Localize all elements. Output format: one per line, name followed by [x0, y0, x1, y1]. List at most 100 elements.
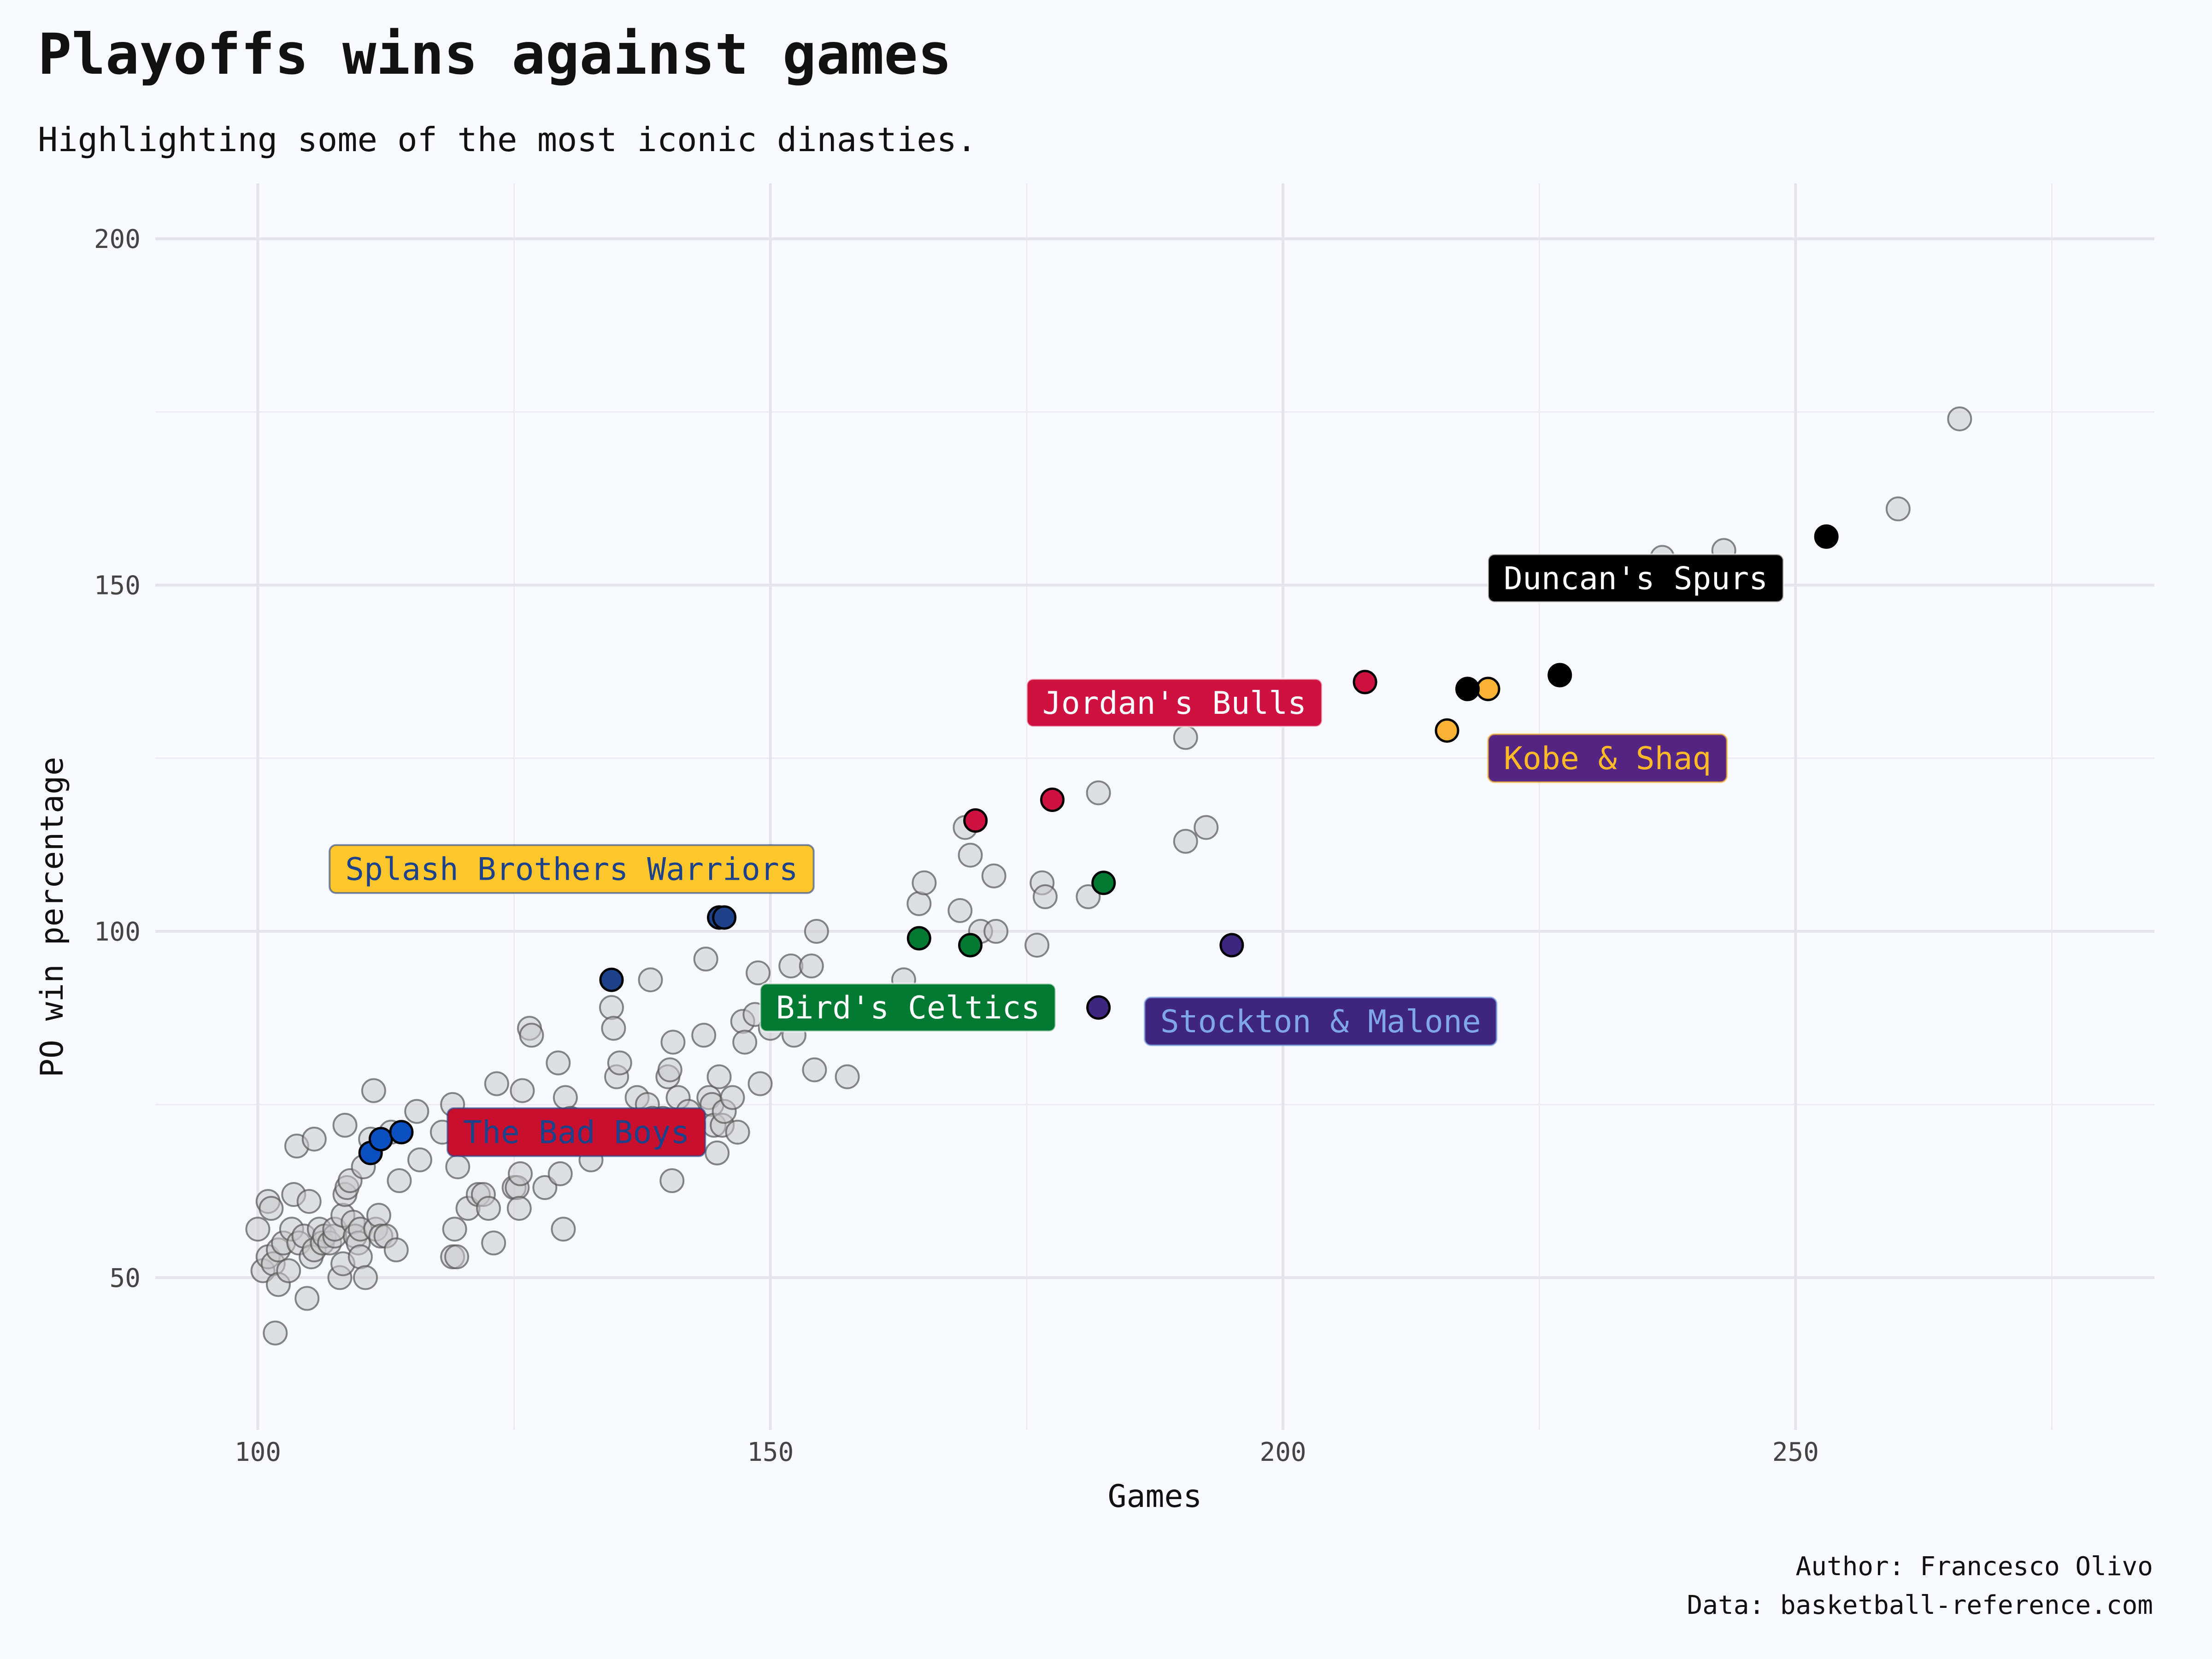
highlighted-points — [358, 524, 1839, 1165]
series-label-box — [447, 1107, 706, 1157]
y-tick-label: 200 — [94, 224, 141, 254]
series-point — [368, 1127, 393, 1152]
data-point — [659, 1168, 685, 1193]
series-labels: Splash Brothers Warriors Jordan's Bulls Bi… — [329, 553, 1785, 1157]
data-point — [332, 1112, 358, 1138]
data-point — [444, 1244, 470, 1270]
series-label: Splash Brothers Warriors — [345, 852, 798, 888]
data-point — [1173, 725, 1198, 750]
data-point — [445, 1154, 471, 1179]
data-point — [660, 1030, 686, 1055]
data-point — [476, 1196, 501, 1221]
series-label: The Bad Boys — [463, 1115, 689, 1151]
series-label-box — [759, 982, 1057, 1033]
data-point — [906, 891, 932, 916]
data-point — [799, 953, 824, 979]
data-point — [804, 919, 829, 944]
data-point — [983, 919, 1009, 944]
x-axis-label: Games — [1108, 1478, 1202, 1515]
data-point — [361, 1078, 386, 1103]
data-point — [746, 960, 771, 986]
data-point — [366, 1203, 391, 1228]
data-point — [802, 1057, 827, 1082]
data-point — [691, 1023, 717, 1048]
series-point — [958, 933, 983, 958]
data-point — [1194, 815, 1219, 840]
series-point — [1040, 787, 1065, 812]
series-point — [599, 967, 624, 992]
series-point — [1353, 670, 1377, 694]
caption-author: Author: Francesco Olivo — [1796, 1552, 2153, 1582]
data-point — [263, 1320, 288, 1346]
chart-subtitle: Highlighting some of the most iconic din… — [38, 120, 977, 159]
series-point — [1547, 663, 1572, 688]
data-point — [732, 1030, 758, 1055]
series-point — [1455, 677, 1480, 701]
series-label-box — [1487, 553, 1785, 603]
background-points — [245, 406, 1972, 1346]
x-tick-label: 200 — [1259, 1437, 1306, 1467]
x-tick-label: 250 — [1772, 1437, 1819, 1467]
data-point — [1947, 406, 1972, 431]
data-point — [1024, 933, 1050, 958]
y-axis-label: PO win percentage — [34, 757, 71, 1077]
data-point — [347, 1244, 373, 1270]
series-point — [1435, 718, 1459, 743]
series-point — [389, 1120, 414, 1145]
data-point — [599, 995, 624, 1020]
data-point — [259, 1196, 284, 1221]
data-point — [506, 1196, 532, 1221]
data-point — [1086, 780, 1111, 806]
series-point — [1086, 995, 1111, 1020]
tick-labels: 100 150 200 250 50 100 150 200 — [94, 224, 1819, 1467]
data-point — [705, 1140, 730, 1165]
data-point — [519, 1023, 544, 1048]
data-point — [383, 1237, 409, 1263]
data-point — [353, 1265, 378, 1290]
series-label: Jordan's Bulls — [1042, 685, 1306, 722]
x-tick-label: 100 — [235, 1437, 281, 1467]
series-label: Bird's Celtics — [776, 990, 1040, 1026]
series-point — [1814, 524, 1839, 549]
data-point — [407, 1147, 432, 1172]
series-point — [1476, 677, 1500, 701]
data-point — [276, 1258, 301, 1283]
y-tick-label: 150 — [94, 571, 141, 601]
data-point — [532, 1175, 558, 1200]
plot-area: 100 150 200 250 50 100 150 200 Splash Brothers … — [94, 183, 2154, 1467]
data-point — [912, 870, 937, 895]
y-tick-label: 50 — [110, 1263, 141, 1293]
series-label: Duncan's Spurs — [1504, 560, 1768, 597]
series-label-box — [1143, 996, 1498, 1047]
series-label-box — [1487, 733, 1728, 783]
data-point — [510, 1078, 535, 1103]
series-point — [712, 905, 737, 930]
grid-minor — [155, 183, 2154, 1430]
caption-source: Data: basketball-reference.com — [1687, 1590, 2153, 1620]
data-point — [387, 1168, 412, 1193]
series-label-box — [1025, 678, 1324, 728]
series-point — [1091, 871, 1116, 895]
data-point — [404, 1099, 429, 1124]
data-point — [296, 1189, 322, 1214]
data-point — [1885, 496, 1911, 522]
data-point — [551, 1217, 576, 1242]
grid-major — [155, 183, 2154, 1430]
data-point — [747, 1071, 773, 1096]
series-point — [1219, 933, 1244, 958]
series-label-box — [329, 844, 815, 894]
series-label: Stockton & Malone — [1160, 1004, 1481, 1040]
data-point — [1173, 829, 1198, 854]
data-point — [507, 1161, 533, 1186]
data-point — [981, 863, 1006, 888]
data-point — [484, 1071, 509, 1096]
data-point — [657, 1057, 682, 1082]
data-point — [245, 1217, 271, 1242]
data-point — [301, 1126, 327, 1152]
data-point — [546, 1050, 571, 1076]
chart-title: Playoffs wins against games — [38, 22, 952, 87]
data-point — [294, 1286, 320, 1311]
data-point — [1032, 884, 1058, 909]
data-point — [638, 967, 663, 993]
